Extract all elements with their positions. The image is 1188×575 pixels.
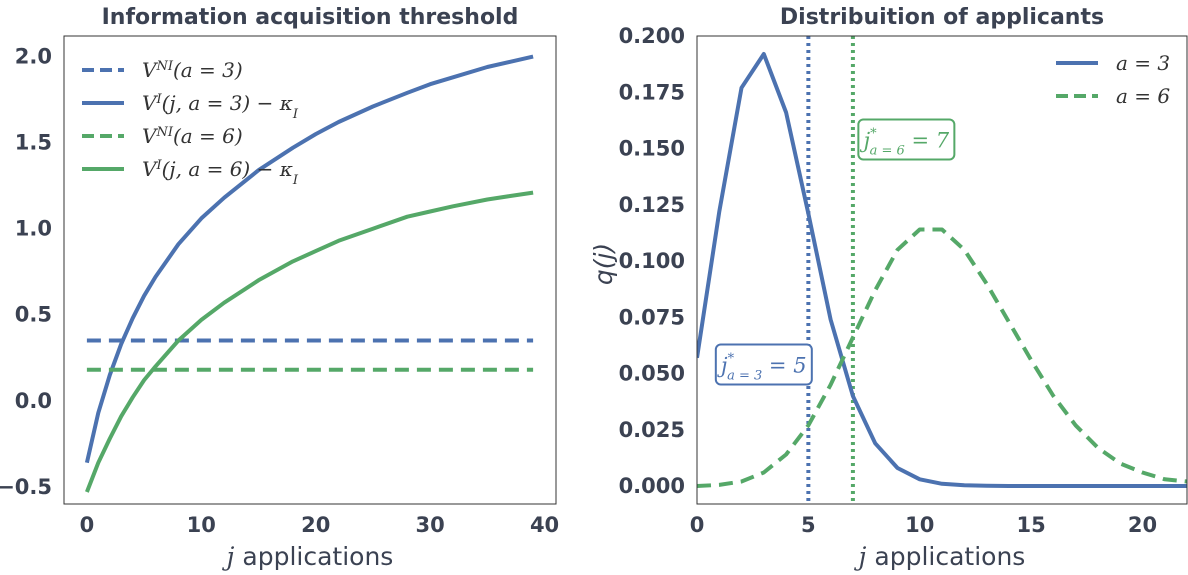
x-tick-label: 40 xyxy=(530,513,559,537)
plot-frame xyxy=(696,35,1188,505)
legend-label: VI(j, a = 3) − κI xyxy=(142,91,299,122)
y-tick-label: 0.100 xyxy=(619,249,685,273)
y-tick-label: 0.175 xyxy=(619,80,685,104)
x-axis-label: j applications xyxy=(854,542,1026,571)
x-tick-label: 20 xyxy=(301,513,330,537)
x-tick-label: 5 xyxy=(801,513,816,537)
y-tick-label: 0.125 xyxy=(619,193,685,217)
chart-title: Distribuition of applicants xyxy=(780,5,1104,30)
y-tick-label: 0.0 xyxy=(15,389,52,413)
chart-panel-2: Distribuition of applicants 0 5 10 15 20 0.000… xyxy=(589,5,1188,571)
chart-title: Information acquisition threshold xyxy=(102,5,519,30)
x-tick-label: 0 xyxy=(80,513,95,537)
y-tick-label: 0.025 xyxy=(619,418,685,442)
annotation-text: j* a = 3 = 5 xyxy=(717,352,807,384)
y-axis-label: q(j) xyxy=(589,243,618,285)
x-tick-label: 10 xyxy=(187,513,216,537)
x-tick-label: 10 xyxy=(905,513,934,537)
y-tick-label: 0.050 xyxy=(619,362,685,386)
plot-frame xyxy=(63,35,557,505)
y-tick-label: 1.5 xyxy=(15,131,52,155)
x-tick-label: 15 xyxy=(1016,513,1045,537)
legend-label: VNI(a = 6) xyxy=(142,124,243,148)
y-tick-label: 0.200 xyxy=(619,24,685,48)
legend-label: a = 6 xyxy=(1116,84,1170,108)
legend-label: VNI(a = 3) xyxy=(142,58,243,82)
y-tick-label: −0.5 xyxy=(0,475,52,499)
y-tick-label: 2.0 xyxy=(15,45,52,69)
x-tick-label: 0 xyxy=(690,513,705,537)
series-line xyxy=(697,227,1187,488)
x-tick-label: 20 xyxy=(1128,513,1157,537)
y-tick-label: 0.150 xyxy=(619,137,685,161)
x-tick-label: 30 xyxy=(416,513,445,537)
series-line xyxy=(85,190,534,493)
legend-label: a = 3 xyxy=(1116,51,1170,75)
annotation: j* a = 6 = 7 xyxy=(857,118,956,161)
legend-label: VI(j, a = 6) − κI xyxy=(142,157,299,188)
annotation: j* a = 3 = 5 xyxy=(714,343,813,386)
annotation-text: j* a = 6 = 7 xyxy=(860,127,950,159)
plot-area xyxy=(697,52,1187,488)
series-line xyxy=(697,52,1187,488)
plot-area xyxy=(84,54,534,493)
y-tick-label: 0.075 xyxy=(619,305,685,329)
chart-panel-1: Information acquisition threshold 0 10 20 30… xyxy=(0,5,559,571)
series-line xyxy=(84,54,534,464)
y-tick-label: 0.5 xyxy=(15,303,52,327)
annotation-box xyxy=(714,343,813,386)
x-axis-label: j applications xyxy=(222,542,394,571)
annotation-box xyxy=(857,118,956,161)
y-tick-label: 0.000 xyxy=(619,474,685,498)
legend: a = 3 a = 6 xyxy=(1056,51,1170,108)
y-tick-label: 1.0 xyxy=(15,217,52,241)
